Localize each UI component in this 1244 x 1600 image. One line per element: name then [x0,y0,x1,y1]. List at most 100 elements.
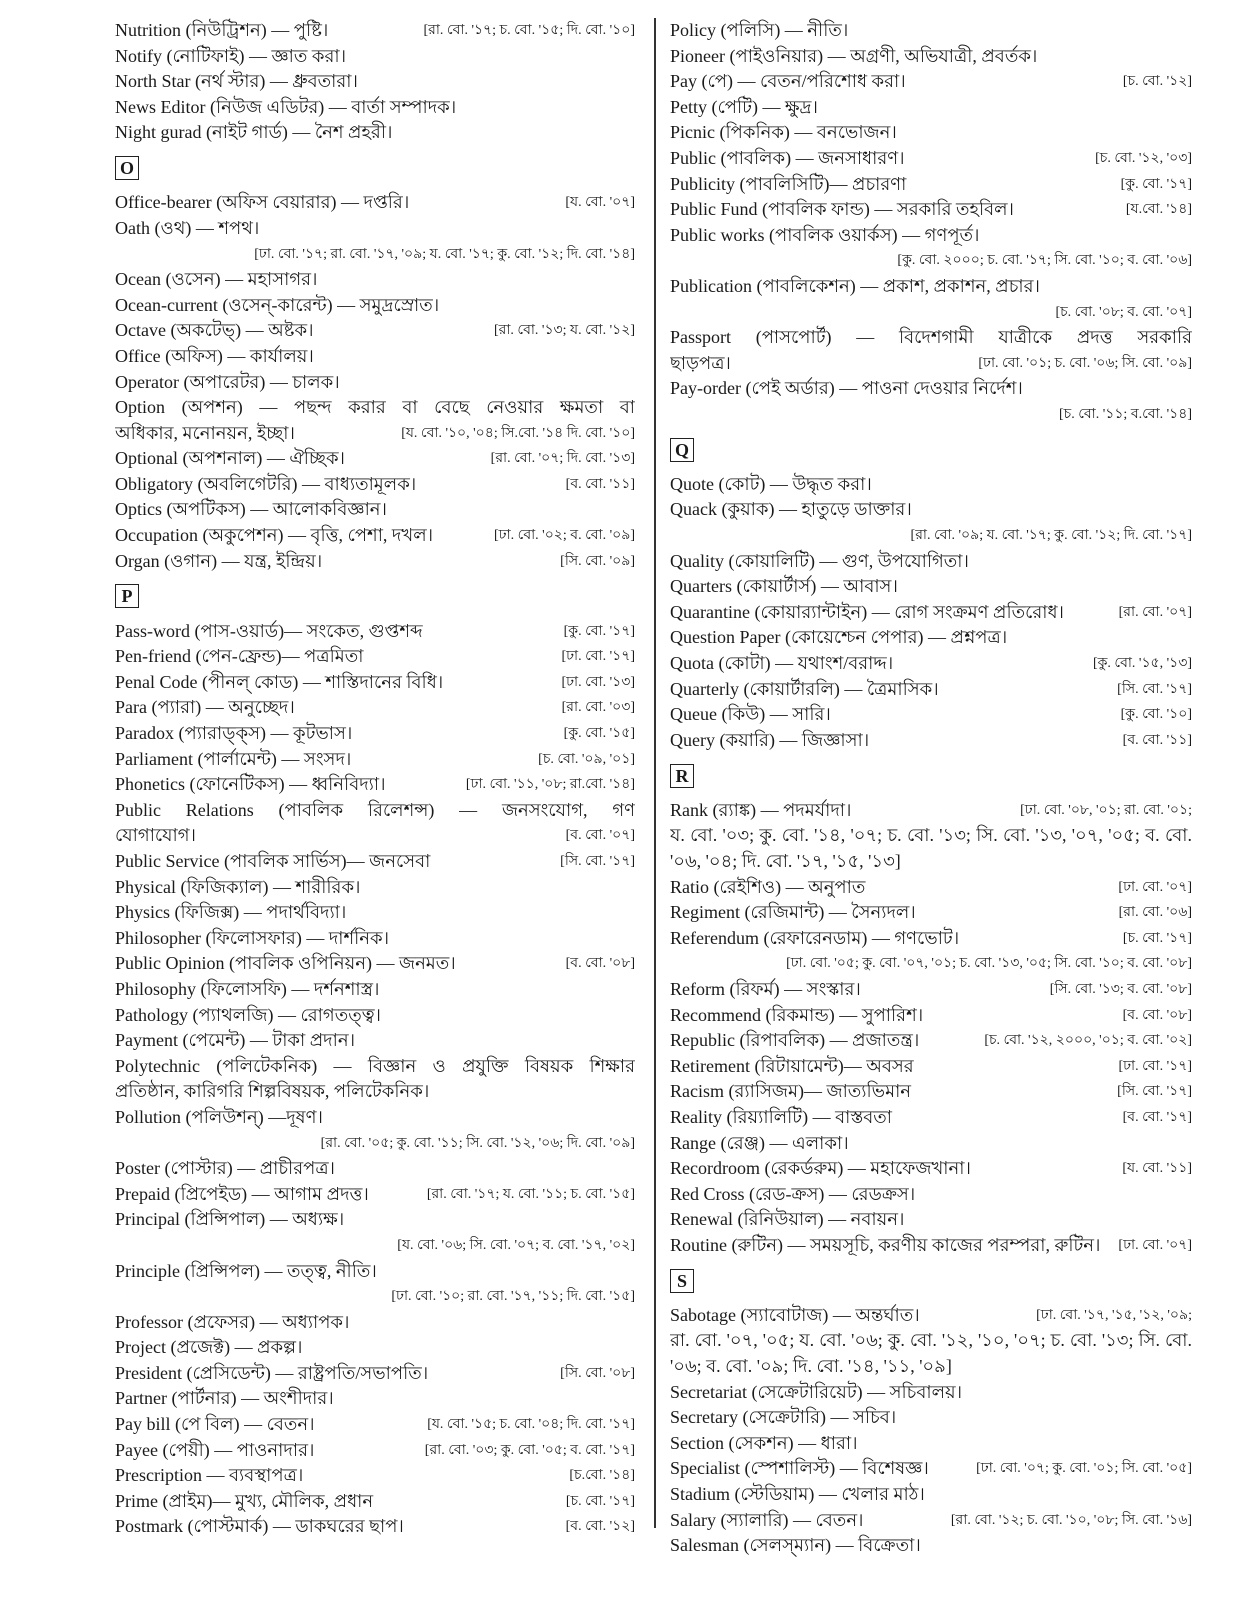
board-reference-line: [চ. বো. '০৮; ব. বো. '০৭] [670,300,1192,326]
board-reference: [কু. বো. '১৫, '১৩] [1092,656,1192,672]
glossary-entry: Parliament (পার্লামেন্ট) — সংসদ। [চ. বো. … [115,747,635,773]
section-letter-header: P [115,574,635,618]
board-reference: [রা. বো. '১২; চ. বো. '১০, '০৮; সি. বো. '… [950,1512,1192,1528]
board-reference: [কু. বো. '১৭] [1120,176,1192,192]
glossary-entry: Referendum (রেফারেনডাম) — গণভোট। [চ. বো. … [670,926,1192,952]
glossary-entry: Quarters (কোয়ার্টার্স) — আবাস। [670,574,1192,600]
glossary-entry: Oath (ওথ) — শপথ। [115,216,635,242]
glossary-entry: Reality (রিয়্যালিটি) — বাস্তবতা [ব. বো. … [670,1105,1192,1131]
glossary-entry: Rank (র‍্যাঙ্ক) — পদমর্যাদা। [ঢা. বো. '০৮… [670,798,1192,824]
entry-text: Nutrition (নিউট্রিশন) — পুষ্টি। [115,20,329,40]
entry-text: Petty (পেটি) — ক্ষুদ্র। [670,96,818,117]
entry-text: Queue (কিউ) — সারি। [670,704,831,725]
entry-text: Poster (পোস্টার) — প্রাচীরপত্র। [115,1158,335,1179]
glossary-entry: Pay (পে) — বেতন/পরিশোধ করা। [চ. বো. '১২] [670,69,1192,95]
glossary-entry: Secretary (সেক্রেটারি) — সচিব। [670,1405,1192,1431]
glossary-entry: ছাড়পত্র। [ঢা. বো. '০১; চ. বো. '০৬; সি. ব… [670,351,1192,377]
entry-text: President (প্রেসিডেন্ট) — রাষ্ট্রপতি/সভা… [115,1362,429,1383]
board-reference: [চ.বো. '১৪] [569,1468,635,1484]
glossary-entry: Philosophy (ফিলোসফি) — দর্শনশাস্ত্র। [115,977,635,1003]
glossary-entry: Project (প্রজেক্ট) — প্রকল্প। [115,1335,635,1361]
glossary-entry: Query (কয়ারি) — জিজ্ঞাসা। [ব. বো. '১১] [670,728,1192,754]
entry-text: Principal (প্রিন্সিপাল) — অধ্যক্ষ। [115,1209,345,1230]
entry-text: Public Opinion (পাবলিক ওপিনিয়ন) — জনমত। [115,953,456,974]
glossary-entry: Quack (কুয়াক) — হাতুড়ে ডাক্তার। [670,497,1192,523]
entry-text: Public (পাবলিক) — জনসাধারণ। [670,147,905,168]
glossary-entry: Quarantine (কোয়ার‍্যান্টাইন) — রোগ সংক্… [670,600,1192,626]
glossary-entry: Principle (প্রিন্সিপল) — তত্ত্ব, নীতি। [115,1259,635,1285]
entry-text: Policy (পলিসি) — নীতি। [670,20,849,40]
glossary-entry: Prescription — ব্যবস্থাপত্র। [চ.বো. '১৪] [115,1463,635,1489]
entry-text: Physical (ফিজিক্যাল) — শারীরিক। [115,876,361,897]
glossary-entry: Payment (পেমেন্ট) — টাকা প্রদান। [115,1028,635,1054]
board-reference: [কু. বো. '১৭] [563,623,635,639]
entry-text: Red Cross (রেড-ক্রস) — রেডক্রস। [670,1183,916,1204]
entry-text: Sabotage (স্যাবোটাজ) — অন্তর্ঘাত। [670,1304,920,1325]
glossary-entry: Stadium (স্টেডিয়াম) — খেলার মাঠ। [670,1482,1192,1508]
glossary-entry: Penal Code (পীনল্‌ কোড) — শাস্তিদানের বি… [115,670,635,696]
glossary-entry: Range (রেঞ্জ) — এলাকা। [670,1131,1192,1157]
board-reference: [য. বো. '১৫; চ. বো. '০৪; দি. বো. '১৭] [427,1417,635,1433]
entry-text: Pay (পে) — বেতন/পরিশোধ করা। [670,71,906,92]
board-reference: [ঢা. বো. '০৭] [1118,879,1192,895]
board-reference: [রা. বো. '১৭; চ. বো. '১৫; দি. বো. '১০] [423,23,636,38]
board-reference-line: [রা. বো. '০৫; কু. বো. '১১; সি. বো. '১২, … [115,1131,635,1157]
glossary-entry: Policy (পলিসি) — নীতি। [670,18,1192,44]
glossary-entry: Section (সেকশন) — ধারা। [670,1431,1192,1457]
glossary-entry: Optics (অপটিকস) — আলোকবিজ্ঞান। [115,497,635,523]
board-reference: [য. বো. '০৭] [565,195,635,211]
section-letter-header: O [115,146,635,190]
board-reference: [কু. বো. ২০০০; চ. বো. '১৭; সি. বো. '১০; … [897,253,1192,269]
board-reference: [ঢা. বো. '০৭; কু. বো. '০১; সি. বো. '০৫] [976,1461,1192,1477]
glossary-entry: '০৬, '০৪; দি. বো. '১৭, '১৫, '১৩] [670,849,1192,875]
glossary-entry: Secretariat (সেক্রেটারিয়েট) — সচিবালয়। [670,1380,1192,1406]
entry-text: Pass-word (পাস-ওয়ার্ড)— সংকেত, গুপ্তশব্… [115,620,423,641]
glossary-entry: Obligatory (অবলিগেটরি) — বাধ্যতামূলক। [ব.… [115,472,635,498]
entry-text: Operator (অপারেটর) — চালক। [115,371,340,392]
entry-text: Philosophy (ফিলোসফি) — দর্শনশাস্ত্র। [115,978,380,999]
section-letter-header: R [670,753,1192,797]
entry-text: '০৬, '০৪; দি. বো. '১৭, '১৫, '১৩] [670,851,901,871]
glossary-entry: Public Fund (পাবলিক ফান্ড) — সরকারি তহবি… [670,197,1192,223]
section-letter: O [115,156,139,181]
entry-text: Professor (প্রফেসর) — অধ্যাপক। [115,1311,350,1332]
entry-text: য. বো. '০৩; কু. বো. '১৪, '০৭; চ. বো. '১৩… [670,825,1192,846]
entry-text: Pay-order (পেই অর্ডার) — পাওনা দেওয়ার ন… [670,378,1023,399]
board-reference: [চ. বো. '১১; ব.বো. '১৪] [1058,406,1192,422]
board-reference: [সি. বো. '০৮] [560,1365,635,1381]
entry-text: Paradox (প্যারাড্‌ক্‌স) — কূটভাস। [115,723,353,744]
glossary-entry: Para (প্যারা) — অনুচ্ছেদ। [রা. বো. '০৩] [115,695,635,721]
glossary-entry: Salesman (সেলস্‌ম্যান) — বিক্রেতা। [670,1533,1192,1559]
entry-text: Ratio (রেইশিও) — অনুপাত [670,876,866,897]
glossary-entry: Salary (স্যালারি) — বেতন। [রা. বো. '১২; চ… [670,1508,1192,1534]
board-reference: [ঢা. বো. '১৭] [1118,1058,1192,1074]
glossary-entry: Notify (নোটিফাই) — জ্ঞাত করা। [115,44,635,70]
entry-text: Reform (রিফর্ম) — সংস্কার। [670,978,861,999]
glossary-entry: Recommend (রিকমান্ড) — সুপারিশ। [ব. বো. '… [670,1003,1192,1029]
entry-text: Referendum (রেফারেনডাম) — গণভোট। [670,927,960,948]
glossary-entry: Question Paper (কোয়েশ্চেন পেপার) — প্রশ… [670,625,1192,651]
entry-text: Prepaid (প্রিপেইড) — আগাম প্রদত্ত। [115,1183,369,1204]
board-reference: [ব. বো. '০৭] [565,828,635,844]
entry-text: রা. বো. '০৭, '০৫; য. বো. '০৬; কু. বো. '১… [670,1330,1192,1351]
entry-text: Project (প্রজেক্ট) — প্রকল্প। [115,1337,303,1358]
board-reference: [ঢা. বো. '০৭] [1118,1237,1192,1253]
glossary-entry: Phonetics (ফোনেটিকস) — ধ্বনিবিদ্যা। [ঢা. … [115,772,635,798]
glossary-entry: Prepaid (প্রিপেইড) — আগাম প্রদত্ত। [রা. ব… [115,1182,635,1208]
entry-text: Secretariat (সেক্রেটারিয়েট) — সচিবালয়। [670,1381,963,1402]
board-reference: [ঢা. বো. '১০; রা. বো. '১৭, '১১; দি. বো. … [391,1289,635,1305]
glossary-entry: রা. বো. '০৭, '০৫; য. বো. '০৬; কু. বো. '১… [670,1328,1192,1354]
board-reference: [ব. বো. '১৭] [1122,1109,1192,1125]
entry-text: Racism (র‍্যাসিজম)— জাত্যভিমান [670,1081,912,1102]
entry-text: Ocean-current (ওসেন্‌-কারেন্ট) — সমুদ্রস… [115,294,440,315]
entry-text: Parliament (পার্লামেন্ট) — সংসদ। [115,748,352,769]
board-reference: [ঢা. বো. '১৭, '১৫, '১২, '০৯; [1036,1307,1192,1323]
entry-text: Publication (পাবলিকেশন) — প্রকাশ, প্রকাশ… [670,275,1040,296]
section-letter: S [670,1268,694,1293]
board-reference: [সি. বো. '১৭] [1117,1084,1192,1100]
glossary-entry: News Editor (নিউজ এডিটর) — বার্তা সম্পাদ… [115,95,635,121]
entry-text: Quarterly (কোয়ার্টারলি) — ত্রৈমাসিক। [670,678,939,699]
entry-text: Philosopher (ফিলোসফার) — দার্শনিক। [115,927,390,948]
board-reference: [ঢা. বো. '০২; ব. বো. '০৯] [494,528,635,544]
glossary-entry: Organ (ওগান) — যন্ত্র, ইন্দ্রিয়। [সি. বো… [115,549,635,575]
